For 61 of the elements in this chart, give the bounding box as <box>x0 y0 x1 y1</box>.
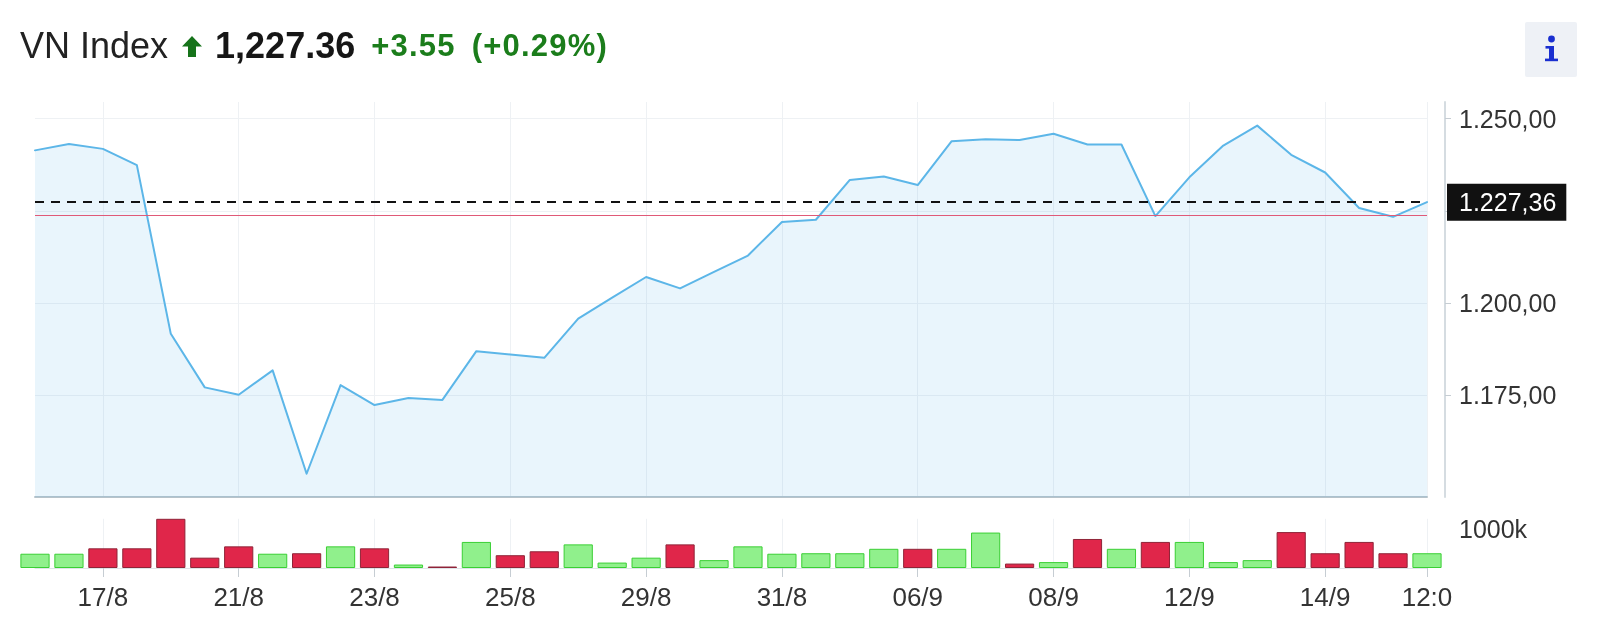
bar <box>937 548 967 568</box>
bar <box>190 557 220 568</box>
bar <box>869 548 899 568</box>
bar <box>903 548 933 568</box>
bar <box>1072 538 1103 568</box>
x-tick-label: 31/8 <box>756 582 808 612</box>
x-tick-label: 21/8 <box>213 582 265 612</box>
bar <box>1412 553 1442 568</box>
bar <box>122 548 152 568</box>
bar <box>563 544 593 568</box>
bar <box>529 551 559 568</box>
x-tick-label: 12/9 <box>1164 582 1215 612</box>
bar <box>971 532 1001 568</box>
bar <box>1106 548 1137 568</box>
bar <box>359 548 390 568</box>
y-tick-label: 1.200,00 <box>1459 289 1557 318</box>
bar <box>1174 541 1204 568</box>
bar <box>1344 541 1374 568</box>
y-tick-label: 1.175,00 <box>1459 381 1557 410</box>
text: (+0.29%) <box>471 28 608 64</box>
bar <box>1140 541 1170 568</box>
ref-line-label: 1.227,36 <box>1459 188 1557 217</box>
bar <box>665 544 695 568</box>
chart-title: VN Index <box>20 25 169 67</box>
bar <box>461 541 491 568</box>
bar <box>1242 560 1272 568</box>
bar <box>597 562 627 568</box>
bar <box>393 564 424 568</box>
bar <box>1004 563 1035 568</box>
x-tick-label: 08/9 <box>1028 582 1079 612</box>
bar <box>1378 553 1408 568</box>
bar <box>1276 532 1306 568</box>
bar <box>88 548 118 568</box>
bar <box>54 553 84 568</box>
x-tick-label: 17/8 <box>77 582 129 612</box>
bar <box>156 518 186 568</box>
x-tick-label: 23/8 <box>349 582 400 612</box>
bar <box>258 553 288 568</box>
x-tick-label: 29/8 <box>620 582 672 612</box>
text: 1,227.36 <box>215 25 356 67</box>
bar <box>292 553 322 568</box>
bar <box>20 553 50 568</box>
bar <box>325 546 356 568</box>
bar <box>801 553 831 568</box>
bar <box>495 555 525 568</box>
text: 1000k <box>1459 514 1528 543</box>
bar <box>1038 562 1069 568</box>
text: +3.55 <box>371 28 456 64</box>
bar <box>835 553 865 568</box>
x-tick-label: 06/9 <box>892 582 944 612</box>
x-tick-label: 12:0 <box>1401 582 1453 612</box>
bar <box>699 560 729 568</box>
x-tick-label: 14/9 <box>1299 582 1351 612</box>
bar <box>1208 562 1238 568</box>
bar <box>631 557 661 568</box>
bar <box>767 553 797 568</box>
bar <box>1310 553 1340 568</box>
bar <box>224 546 254 568</box>
y-tick-label: 1.250,00 <box>1459 104 1557 133</box>
bar <box>733 546 763 568</box>
x-tick-label: 25/8 <box>485 582 536 612</box>
